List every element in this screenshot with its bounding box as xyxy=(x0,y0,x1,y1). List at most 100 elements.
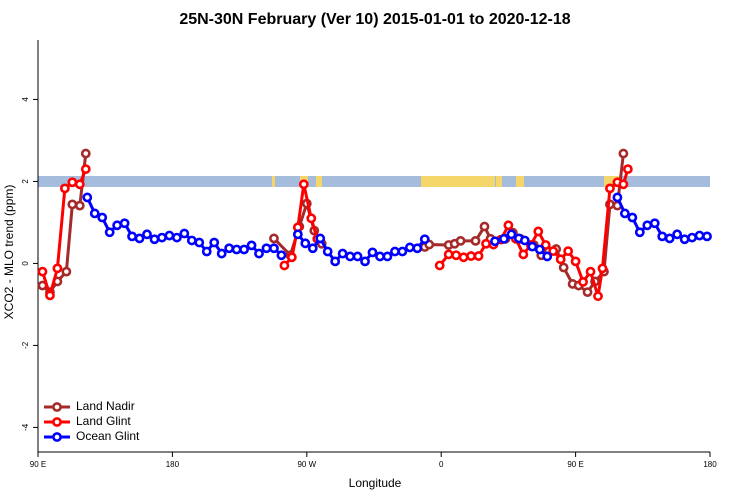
point xyxy=(555,254,566,265)
point xyxy=(149,234,160,245)
point xyxy=(279,260,290,271)
point xyxy=(540,240,551,250)
point xyxy=(59,183,70,194)
y-axis-label: XCO2 - MLO trend (ppm) xyxy=(2,185,16,320)
point xyxy=(451,250,462,261)
point xyxy=(702,231,712,242)
point xyxy=(315,233,326,244)
point xyxy=(642,220,653,231)
point xyxy=(194,237,205,248)
point xyxy=(473,251,484,261)
legend-label: Ocean Glint xyxy=(76,429,140,443)
point xyxy=(276,250,287,261)
point xyxy=(593,291,603,302)
point xyxy=(519,235,530,246)
point xyxy=(597,263,608,274)
legend-label: Land Nadir xyxy=(76,399,135,413)
point xyxy=(119,218,130,229)
point xyxy=(490,236,500,247)
point xyxy=(261,243,272,254)
point xyxy=(506,229,517,240)
legend-marker xyxy=(52,402,62,412)
point xyxy=(434,260,445,271)
legend-label: Land Glint xyxy=(76,414,131,428)
point xyxy=(367,247,378,258)
point xyxy=(443,249,454,260)
point xyxy=(164,230,175,241)
chart-title: 25N-30N February (Ver 10) 2015-01-01 to … xyxy=(179,11,570,28)
point xyxy=(397,246,408,257)
point xyxy=(269,233,279,244)
point xyxy=(231,244,242,255)
point xyxy=(649,218,660,229)
point xyxy=(618,179,629,190)
point xyxy=(419,234,430,245)
point xyxy=(201,246,212,257)
x-tick-label: 90 W xyxy=(297,460,316,469)
point xyxy=(360,256,370,267)
point xyxy=(527,241,538,252)
point xyxy=(45,290,55,301)
point xyxy=(80,148,91,159)
point xyxy=(618,148,629,159)
point xyxy=(104,227,115,238)
point xyxy=(74,200,85,211)
point xyxy=(694,230,705,241)
point xyxy=(67,177,78,188)
point xyxy=(563,246,574,257)
point xyxy=(269,243,279,254)
point xyxy=(246,240,257,251)
point xyxy=(352,251,363,262)
point xyxy=(518,249,529,260)
point xyxy=(679,234,690,245)
point xyxy=(254,248,264,259)
point xyxy=(534,244,545,255)
x-tick-label: 90 E xyxy=(30,460,46,469)
point xyxy=(298,179,309,190)
point xyxy=(330,256,341,267)
legend-marker xyxy=(52,417,62,427)
point xyxy=(570,256,581,267)
point xyxy=(622,164,633,175)
point xyxy=(286,252,297,263)
point xyxy=(186,235,197,246)
point xyxy=(657,231,668,242)
point xyxy=(412,243,423,254)
point xyxy=(306,213,317,224)
point xyxy=(672,229,683,240)
point xyxy=(548,246,559,257)
point xyxy=(127,231,137,242)
point xyxy=(224,243,235,254)
point xyxy=(664,233,675,244)
point xyxy=(157,232,167,243)
point xyxy=(558,262,569,273)
series-line xyxy=(41,153,625,295)
point xyxy=(300,238,311,249)
point xyxy=(687,232,697,243)
point xyxy=(458,252,469,263)
point xyxy=(239,244,249,255)
point xyxy=(179,228,190,239)
point xyxy=(619,208,630,219)
point xyxy=(216,248,227,259)
point xyxy=(466,251,476,261)
y-tick-label: 0 xyxy=(21,261,30,266)
y-tick-label: 4 xyxy=(21,97,30,102)
x-axis-label: Longitude xyxy=(349,476,402,490)
point xyxy=(612,192,623,203)
point xyxy=(582,287,593,298)
point xyxy=(52,263,63,274)
point xyxy=(337,248,348,259)
point xyxy=(585,266,596,277)
point xyxy=(345,251,356,262)
point xyxy=(499,233,509,244)
y-tick-label: -2 xyxy=(21,341,30,349)
x-tick-label: 90 E xyxy=(567,460,583,469)
y-tick-label: -4 xyxy=(21,423,30,431)
point xyxy=(503,220,514,231)
x-tick-label: 180 xyxy=(703,460,717,469)
point xyxy=(97,212,108,223)
point xyxy=(89,208,100,219)
point xyxy=(82,192,93,203)
